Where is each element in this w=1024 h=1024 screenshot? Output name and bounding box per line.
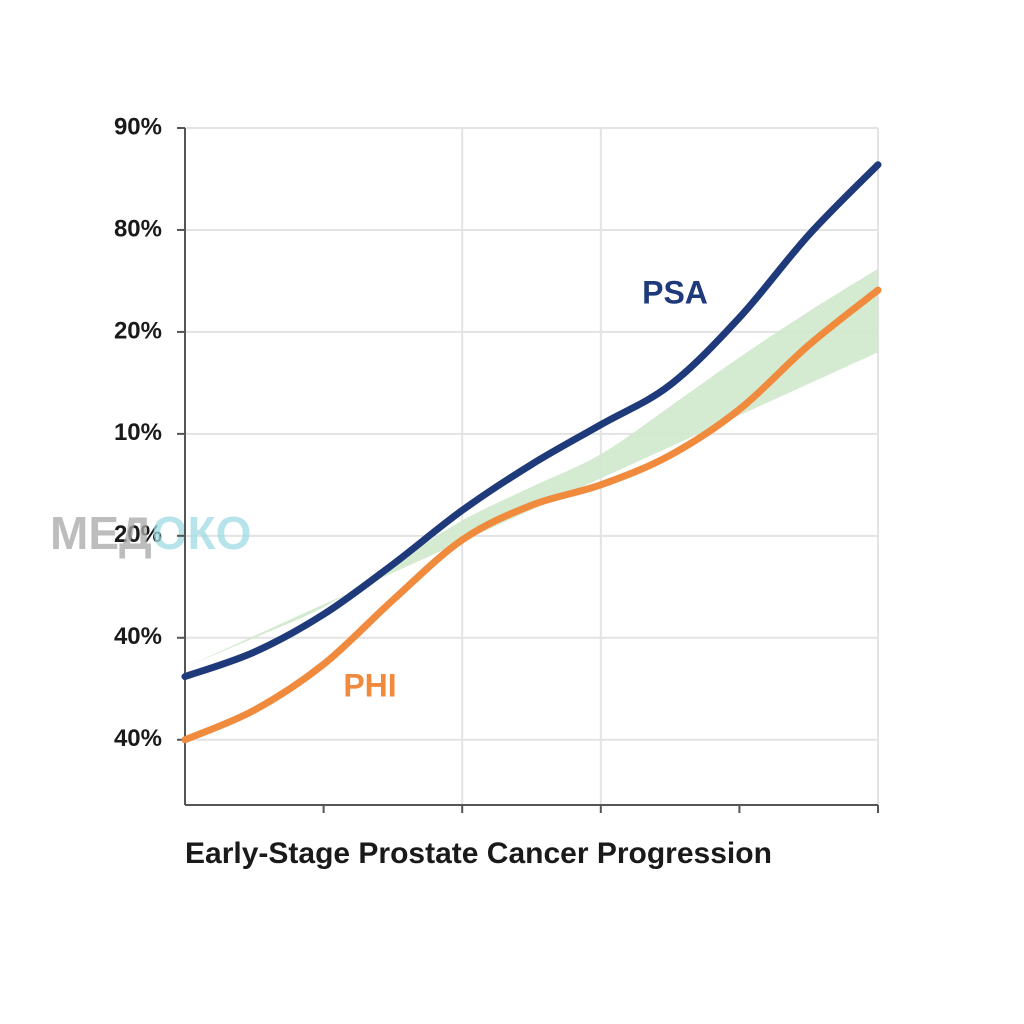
line: [181, 161, 882, 681]
y-tick-label: 80%: [114, 215, 162, 242]
y-tick-label: 40%: [114, 725, 162, 752]
chart-title: Early-Stage Prostate Cancer Progression: [185, 837, 772, 870]
y-tick-label: 40%: [114, 623, 162, 650]
watermark-part: ОКО: [152, 507, 252, 559]
series-label: PSA: [642, 274, 708, 310]
series-label: PHI: [343, 667, 396, 703]
y-tick-label: 10%: [114, 419, 162, 446]
y-tick-label: 90%: [114, 113, 162, 140]
watermark: МЕДОКО: [50, 507, 251, 559]
y-tick-label: 20%: [114, 521, 162, 548]
y-tick-label: 20%: [114, 317, 162, 344]
line: [181, 286, 882, 744]
watermark-part: МЕД: [50, 507, 152, 559]
